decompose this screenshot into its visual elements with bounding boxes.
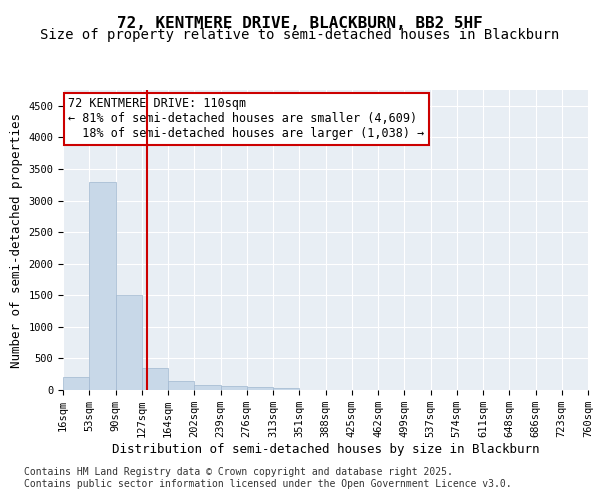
Bar xyxy=(273,388,299,390)
Bar xyxy=(89,182,115,390)
Bar xyxy=(63,378,89,390)
X-axis label: Distribution of semi-detached houses by size in Blackburn: Distribution of semi-detached houses by … xyxy=(112,443,539,456)
Bar xyxy=(142,368,168,390)
Bar xyxy=(115,296,142,390)
Text: Contains HM Land Registry data © Crown copyright and database right 2025.
Contai: Contains HM Land Registry data © Crown c… xyxy=(24,468,512,489)
Bar xyxy=(194,385,221,390)
Bar xyxy=(168,380,194,390)
Bar xyxy=(247,388,273,390)
Y-axis label: Number of semi-detached properties: Number of semi-detached properties xyxy=(10,112,23,368)
Text: Size of property relative to semi-detached houses in Blackburn: Size of property relative to semi-detach… xyxy=(40,28,560,42)
Bar xyxy=(221,386,247,390)
Text: 72 KENTMERE DRIVE: 110sqm
← 81% of semi-detached houses are smaller (4,609)
  18: 72 KENTMERE DRIVE: 110sqm ← 81% of semi-… xyxy=(68,98,425,140)
Text: 72, KENTMERE DRIVE, BLACKBURN, BB2 5HF: 72, KENTMERE DRIVE, BLACKBURN, BB2 5HF xyxy=(117,16,483,31)
